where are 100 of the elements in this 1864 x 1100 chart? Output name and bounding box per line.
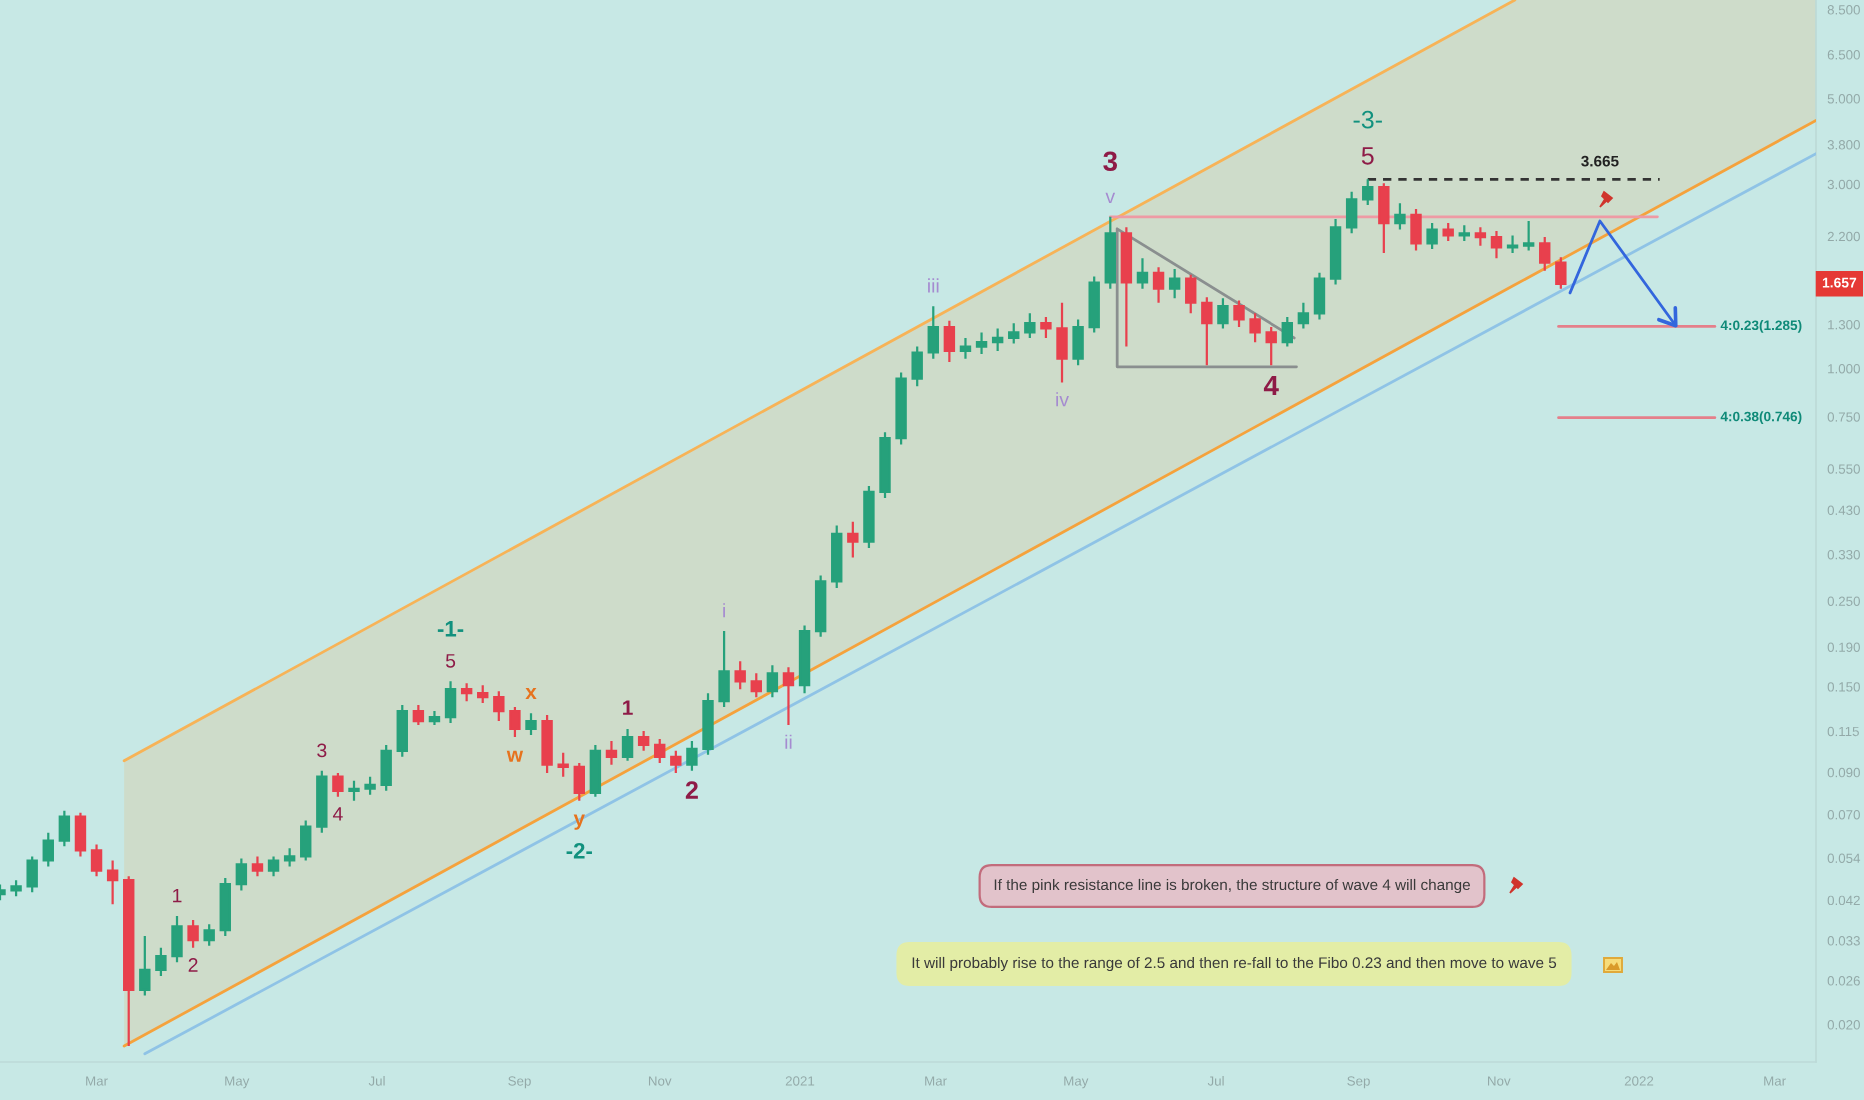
candlestick bbox=[1120, 226, 1133, 348]
annotation: w bbox=[506, 750, 524, 762]
candlestick bbox=[235, 857, 248, 892]
annotation: -1- bbox=[437, 621, 464, 637]
candlestick bbox=[1249, 312, 1261, 344]
candlestick bbox=[1024, 312, 1036, 340]
candlestick bbox=[412, 703, 425, 727]
candlestick bbox=[380, 743, 392, 792]
candlestick bbox=[348, 779, 360, 802]
candlestick bbox=[493, 690, 505, 723]
annotation: 2 bbox=[188, 958, 198, 972]
candlestick bbox=[750, 672, 762, 699]
candlestick bbox=[123, 875, 135, 1048]
candlestick bbox=[1555, 256, 1567, 290]
annotation: 1 bbox=[623, 700, 633, 715]
candlestick bbox=[58, 809, 71, 848]
annotation: 1 bbox=[173, 888, 182, 903]
candlestick bbox=[766, 664, 779, 699]
annotation: 5 bbox=[445, 654, 456, 668]
candlestick bbox=[1313, 271, 1326, 321]
candlestick bbox=[460, 682, 473, 703]
candlestick bbox=[1040, 315, 1052, 340]
candlestick bbox=[814, 574, 827, 638]
annotation: v bbox=[1105, 192, 1116, 204]
candlestick bbox=[42, 831, 54, 868]
candlestick bbox=[1345, 190, 1358, 235]
candlestick bbox=[364, 775, 376, 796]
candlestick bbox=[1297, 301, 1310, 330]
annotation: 5 bbox=[1361, 147, 1374, 165]
candlestick bbox=[1426, 221, 1438, 251]
candlestick bbox=[1539, 235, 1551, 272]
candlestick bbox=[283, 847, 296, 868]
candlestick bbox=[428, 709, 441, 727]
candlestick bbox=[702, 692, 714, 756]
candlestick bbox=[1168, 267, 1181, 300]
annotation: 4 bbox=[1263, 375, 1279, 396]
candlestick bbox=[991, 327, 1004, 353]
candlestick bbox=[863, 484, 875, 550]
candlestick bbox=[637, 729, 650, 752]
candlestick bbox=[10, 879, 22, 898]
candlestick bbox=[1281, 315, 1293, 348]
candlestick bbox=[1458, 224, 1470, 243]
candlestick bbox=[219, 876, 231, 938]
candlestick bbox=[718, 629, 730, 709]
candlestick bbox=[895, 371, 907, 446]
annotation: iii bbox=[928, 278, 939, 293]
candlestick bbox=[1410, 207, 1422, 252]
candlestick bbox=[847, 520, 859, 559]
candlestick bbox=[1329, 217, 1342, 286]
candlestick bbox=[74, 811, 87, 858]
annotation: i bbox=[723, 603, 725, 618]
annotation: -2- bbox=[566, 842, 592, 859]
candlestick bbox=[1490, 229, 1503, 260]
candlestick bbox=[1442, 221, 1454, 243]
annotation: 3 bbox=[317, 743, 327, 758]
candlestick bbox=[332, 771, 344, 798]
annotation: y bbox=[573, 814, 585, 830]
candlestick bbox=[251, 855, 264, 878]
candlestick bbox=[975, 331, 988, 356]
candlestick bbox=[927, 305, 939, 360]
candlestick bbox=[300, 819, 312, 862]
candlestick bbox=[1522, 219, 1535, 252]
annotation: x bbox=[525, 688, 537, 700]
candlestick bbox=[90, 843, 103, 878]
candlestick bbox=[444, 680, 457, 725]
annotation: 4 bbox=[332, 807, 343, 821]
candlestick bbox=[541, 713, 553, 774]
candlestick bbox=[654, 737, 666, 765]
candlestick bbox=[525, 712, 537, 737]
candlestick bbox=[1008, 322, 1020, 345]
annotation: -3- bbox=[1353, 110, 1382, 129]
candlestick bbox=[959, 336, 972, 360]
candlestick bbox=[203, 923, 215, 947]
candlestick bbox=[139, 934, 151, 997]
candlestick bbox=[477, 684, 489, 705]
candlestick bbox=[798, 624, 811, 695]
candlestick bbox=[589, 743, 602, 798]
candlestick bbox=[316, 769, 328, 834]
candlestick bbox=[605, 739, 618, 766]
candlestick bbox=[1104, 215, 1116, 290]
candlestick bbox=[557, 751, 569, 778]
candlestick bbox=[782, 666, 795, 727]
candlestick bbox=[943, 319, 956, 364]
candlestick bbox=[670, 749, 682, 774]
candlestick bbox=[1265, 325, 1277, 367]
candlestick bbox=[1072, 318, 1084, 367]
candlestick bbox=[1152, 266, 1165, 304]
candlestick bbox=[879, 431, 891, 500]
annotation: iv bbox=[1056, 392, 1069, 407]
candlestick bbox=[734, 660, 746, 691]
candlestick bbox=[621, 727, 634, 762]
candlestick bbox=[1056, 301, 1068, 384]
candlestick bbox=[1088, 275, 1100, 334]
candlestick bbox=[155, 946, 167, 978]
candlestick bbox=[187, 918, 199, 949]
candlestick bbox=[1217, 297, 1229, 330]
candlestick bbox=[1394, 202, 1406, 231]
candlestick bbox=[1474, 226, 1487, 247]
candlestick bbox=[1378, 182, 1390, 255]
annotation: 2 bbox=[685, 781, 698, 799]
